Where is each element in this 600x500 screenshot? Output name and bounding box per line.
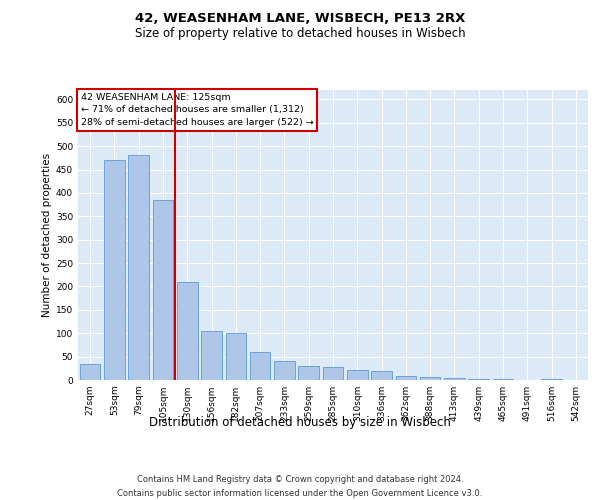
Bar (104, 160, 125, 380)
Bar (177, 282, 197, 380)
Bar (469, 378, 489, 380)
Bar (250, 352, 271, 380)
Bar (347, 370, 368, 380)
Text: 42 WEASENHAM LANE: 125sqm
← 71% of detached houses are smaller (1,312)
28% of se: 42 WEASENHAM LANE: 125sqm ← 71% of detac… (80, 93, 313, 127)
Bar (226, 333, 246, 380)
Bar (444, 378, 465, 380)
Bar (323, 367, 343, 380)
Bar (541, 379, 562, 380)
Bar (371, 370, 392, 380)
Text: Contains HM Land Registry data © Crown copyright and database right 2024.
Contai: Contains HM Land Registry data © Crown c… (118, 476, 482, 498)
Bar (152, 200, 173, 380)
Bar (201, 331, 222, 380)
Bar (493, 379, 514, 380)
Bar (298, 366, 319, 380)
Bar (274, 362, 295, 380)
Text: Distribution of detached houses by size in Wisbech: Distribution of detached houses by size … (149, 416, 451, 429)
Bar (80, 364, 100, 380)
Text: 42, WEASENHAM LANE, WISBECH, PE13 2RX: 42, WEASENHAM LANE, WISBECH, PE13 2RX (135, 12, 465, 26)
Y-axis label: Number of detached properties: Number of detached properties (42, 153, 52, 317)
Text: Size of property relative to detached houses in Wisbech: Size of property relative to detached ho… (134, 28, 466, 40)
Bar (420, 376, 440, 380)
Bar (395, 376, 416, 380)
Bar (128, 156, 149, 380)
